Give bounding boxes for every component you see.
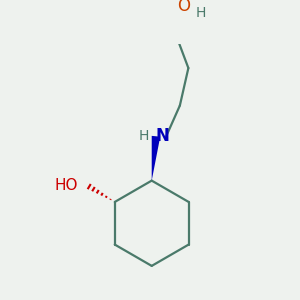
Text: O: O (178, 0, 190, 15)
Text: HO: HO (55, 178, 78, 193)
Polygon shape (152, 136, 160, 181)
Text: N: N (156, 127, 170, 145)
Text: H: H (195, 6, 206, 20)
Text: H: H (139, 129, 149, 143)
